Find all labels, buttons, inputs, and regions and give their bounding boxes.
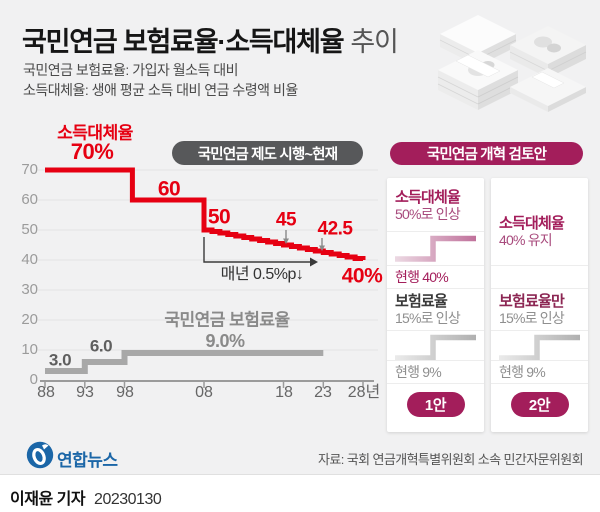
divider [491,360,588,361]
x-tick-88: 88 [37,384,55,401]
subtitle-line-1: 국민연금 보험료율: 가입자 월소득 대비 [23,62,239,78]
option2-number-badge: 2안 [510,392,569,417]
source-credit: 자료: 국회 연금개혁특별위원회 소속 민간자문위원회 [318,452,584,467]
replacement-line [45,167,366,261]
divider [387,231,484,232]
x-tick-93: 93 [76,384,94,401]
replacement-series-label: 소득대체율 [57,123,133,143]
byline: 이재윤 기자 20230130 [10,485,162,509]
byline-strip: 이재윤 기자 20230130 [0,474,600,512]
x-tick-18: 18 [275,384,293,401]
option1-replacement-step-graphic [395,235,476,262]
option2-replacement-change: 40% 유지 [499,232,553,248]
value-label-42-5: 42.5 [317,218,353,240]
page-title-strong: 국민연금 보험료율·소득대체율 [22,27,345,57]
divider [491,288,588,289]
divider [491,265,588,266]
decline-bracket [203,237,318,267]
agency-name: 연합뉴스 [57,451,118,470]
value-label-50: 50 [207,205,231,229]
option1-replacement-current: 현행 40% [395,269,449,285]
divider [387,288,484,289]
y-tick-50: 50 [21,221,38,238]
divider [387,265,484,266]
option2-premium-title: 보험료율만 [499,293,565,310]
subtitle-line-2: 소득대체율: 생애 평균 소득 대비 연금 수령액 비율 [23,82,298,98]
option1-premium-step-graphic [395,334,476,361]
y-tick-20: 20 [21,311,38,328]
option2-replacement-flat-graphic [499,257,580,263]
premium-series-label: 국민연금 보험료율 [164,310,290,330]
y-tick-10: 10 [21,341,38,358]
reporter-name: 이재윤 기자 [10,491,86,508]
option1-replacement-title: 소득대체율 [395,189,461,206]
option2-premium-change: 15%로 인상 [499,310,565,326]
divider [387,383,484,384]
y-tick-60: 60 [21,191,38,208]
replacement-start-value: 70% [70,139,114,164]
subtitle: 국민연금 보험료율: 가입자 월소득 대비 소득대체율: 생애 평균 소득 대비… [23,60,298,100]
option1-premium-current: 현행 9% [395,364,442,380]
y-tick-30: 30 [21,281,38,298]
divider [387,330,484,331]
pension-chart [38,167,378,388]
yonhap-logo-icon [26,441,54,469]
premium-current-value: 9.0% [205,331,245,351]
annual-decline-note: 매년 0.5%p↓ [220,266,304,283]
money-stacks-illustration [437,15,587,112]
x-tick-08: 08 [195,384,213,401]
x-tick-23: 23 [314,384,332,401]
divider [387,360,484,361]
value-label-60: 60 [157,177,181,201]
option2-premium-current: 현행 9% [499,364,546,380]
reform-option-1-card: 소득대체율 50%로 인상 현행 40% 보험료율 15%로 인상 현행 9% … [387,178,484,432]
page-title-light: 추이 [350,27,398,57]
x-tick-28: 28년 [347,384,381,401]
x-axis [40,380,374,388]
pointer-arrow-45 [283,230,289,244]
reform-badge: 국민연금 개혁 검토안 [390,142,583,165]
option2-replacement-title: 소득대체율 [499,215,565,232]
option2-premium-step-graphic [499,334,580,361]
reform-option-2-card: 소득대체율 40% 유지 보험료율만 15%로 인상 현행 9% 2안 [491,178,588,432]
value-label-45: 45 [275,209,297,231]
x-tick-98: 98 [116,384,134,401]
option1-number-badge: 1안 [406,392,465,417]
publish-date: 20230130 [94,491,162,508]
y-tick-0: 0 [29,371,38,388]
divider [491,383,588,384]
option1-premium-change: 15%로 인상 [395,310,461,326]
option1-premium-title: 보험료율 [395,293,448,310]
y-tick-70: 70 [21,161,38,178]
y-tick-40: 40 [21,251,38,268]
value-label-6: 6.0 [89,336,113,356]
value-label-3: 3.0 [48,350,72,370]
divider [491,330,588,331]
value-label-40: 40% [341,264,383,288]
premium-line [45,350,324,374]
page-title: 국민연금 보험료율·소득대체율 추이 [22,20,399,59]
period-badge: 국민연금 제도 시행~현재 [172,141,363,165]
pointer-arrow-42-5 [319,238,325,251]
option1-replacement-change: 50%로 인상 [395,206,461,222]
